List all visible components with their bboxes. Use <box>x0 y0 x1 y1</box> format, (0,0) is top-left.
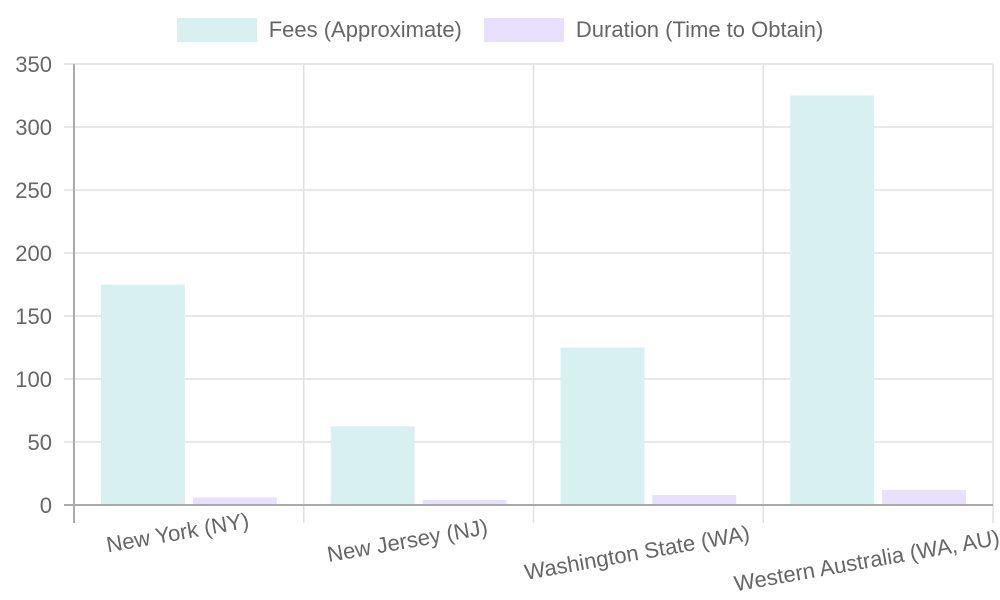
bar-duration <box>422 499 507 505</box>
x-axis-label: New York (NY) <box>104 508 250 558</box>
x-axis-label: Washington State (WA) <box>523 520 752 584</box>
legend-swatch-duration <box>483 18 564 42</box>
axes <box>64 64 993 523</box>
legend-item-duration[interactable]: Duration (Time to Obtain) <box>483 17 824 43</box>
bars <box>100 95 967 505</box>
bar-fees <box>100 284 185 505</box>
y-tick-label: 250 <box>15 178 52 203</box>
legend-swatch-fees <box>176 18 257 42</box>
x-axis-labels: New York (NY) New Jersey (NJ) Washington S… <box>104 508 1000 597</box>
y-tick-label: 350 <box>15 52 52 77</box>
x-axis-label: New Jersey (NJ) <box>325 514 489 567</box>
legend-item-fees[interactable]: Fees (Approximate) <box>176 17 462 43</box>
y-axis-ticks: 0 50 100 150 200 250 300 350 <box>15 52 52 518</box>
y-tick-label: 0 <box>40 493 52 518</box>
x-axis-label: Western Australia (WA, AU) <box>732 525 1000 596</box>
chart-legend: Fees (Approximate) Duration (Time to Obt… <box>0 17 1000 43</box>
y-tick-label: 200 <box>15 241 52 266</box>
y-tick-label: 300 <box>15 115 52 140</box>
bar-duration <box>882 489 967 505</box>
legend-label-duration: Duration (Time to Obtain) <box>575 17 824 42</box>
legend-label-fees: Fees (Approximate) <box>268 17 462 42</box>
y-tick-label: 150 <box>15 304 52 329</box>
bar-duration <box>652 494 737 505</box>
bar-fees <box>790 95 875 505</box>
bar-fees <box>560 347 645 505</box>
y-tick-label: 50 <box>28 430 52 455</box>
bar-duration <box>192 497 277 505</box>
y-tick-label: 100 <box>15 367 52 392</box>
bar-fees <box>330 426 415 505</box>
